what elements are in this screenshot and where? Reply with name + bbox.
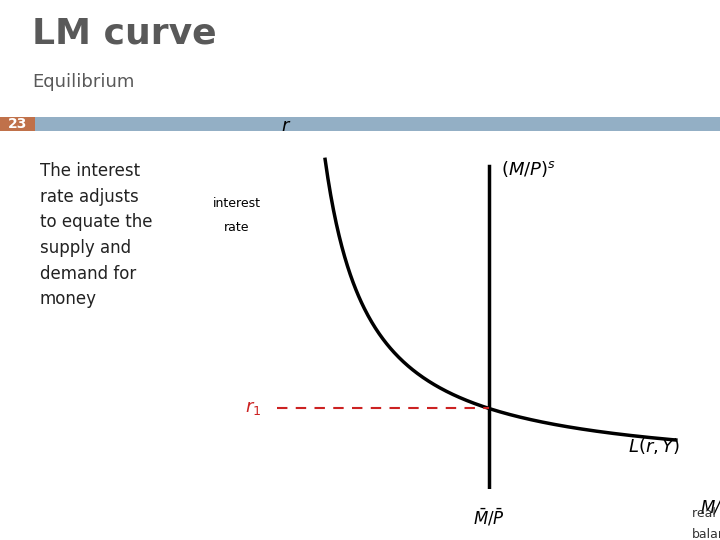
Text: $r_1$: $r_1$ bbox=[245, 400, 261, 417]
Text: 23: 23 bbox=[8, 117, 27, 131]
Text: Equilibrium: Equilibrium bbox=[32, 73, 135, 91]
Text: r: r bbox=[282, 117, 289, 135]
Text: real money: real money bbox=[692, 508, 720, 521]
Text: interest: interest bbox=[212, 197, 261, 210]
Text: balances: balances bbox=[692, 528, 720, 540]
Text: rate: rate bbox=[224, 220, 249, 233]
Text: $(M/P)^s$: $(M/P)^s$ bbox=[501, 159, 556, 179]
Text: $\bar{M}/\bar{P}$: $\bar{M}/\bar{P}$ bbox=[473, 508, 505, 529]
Text: M/P: M/P bbox=[701, 499, 720, 517]
Text: $L(r,Y)$: $L(r,Y)$ bbox=[628, 436, 680, 456]
Text: The interest
rate adjusts
to equate the
supply and
demand for
money: The interest rate adjusts to equate the … bbox=[40, 162, 152, 308]
Text: LM curve: LM curve bbox=[32, 16, 217, 50]
